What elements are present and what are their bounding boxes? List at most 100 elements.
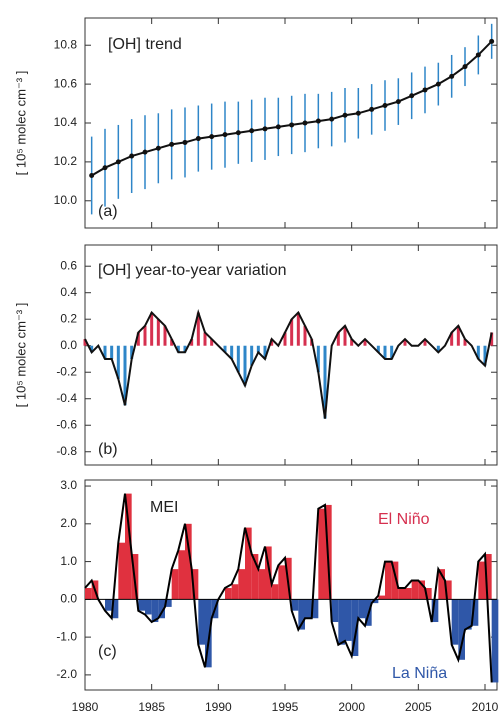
data-point <box>142 149 148 155</box>
y-tick-label: 0.0 <box>60 592 77 606</box>
y-tick-label: 3.0 <box>60 478 77 492</box>
data-point <box>262 126 268 132</box>
area-bar <box>265 546 272 600</box>
data-point <box>275 124 281 130</box>
data-point <box>409 93 415 99</box>
area-bar <box>198 599 205 645</box>
area-bar <box>298 599 305 630</box>
data-point <box>302 120 308 126</box>
area-bar <box>411 580 419 600</box>
area-bar <box>205 599 212 668</box>
area-bar <box>245 527 252 600</box>
annotation: El Niño <box>378 511 430 528</box>
area-bar <box>351 599 359 657</box>
y-tick-label: 0.6 <box>60 258 77 272</box>
area-bar <box>391 561 399 600</box>
y-tick-label: -0.6 <box>56 417 77 431</box>
area-bar <box>371 599 379 604</box>
area-bar <box>318 508 325 600</box>
panel-title: [OH] year-to-year variation <box>98 262 287 279</box>
area-bar <box>85 588 92 600</box>
area-bar <box>478 561 485 600</box>
area-bar <box>438 569 445 600</box>
data-point <box>129 153 135 159</box>
area-bar <box>125 493 132 600</box>
data-point <box>369 106 375 112</box>
y-tick-label: 0.2 <box>60 311 77 325</box>
area-bar <box>258 569 265 600</box>
area-bar <box>231 584 239 600</box>
data-point <box>289 122 295 128</box>
area-bar <box>465 599 472 630</box>
area-bar <box>151 599 159 623</box>
data-point <box>315 118 321 124</box>
area-bar <box>225 588 232 600</box>
area-bar <box>331 599 339 623</box>
data-point <box>475 52 481 58</box>
data-line <box>84 309 493 419</box>
y-tick-label: -1.0 <box>56 629 77 643</box>
panel-frame <box>84 244 498 466</box>
panel-label: (b) <box>98 441 118 458</box>
area-bar <box>425 588 432 600</box>
data-point <box>209 134 215 140</box>
x-tick-label: 1990 <box>205 700 232 714</box>
panel-title: MEI <box>150 499 178 516</box>
y-tick-label: 10.4 <box>54 115 78 129</box>
area-bar <box>451 599 459 645</box>
data-point <box>249 128 255 134</box>
area-bar <box>278 565 285 600</box>
data-point <box>155 145 161 151</box>
area-bar <box>471 599 479 626</box>
y-tick-label: 10.0 <box>54 193 78 207</box>
area-bar <box>178 550 185 600</box>
x-tick-label: 2005 <box>405 700 432 714</box>
area-bar <box>431 599 439 623</box>
area-bar <box>485 554 492 600</box>
data-point <box>449 73 455 79</box>
area-bar <box>358 599 365 619</box>
data-line <box>84 493 493 683</box>
data-point <box>182 139 188 145</box>
data-point <box>489 38 495 44</box>
data-point <box>115 159 121 165</box>
area-bar <box>405 588 412 600</box>
area-bar <box>111 599 119 619</box>
data-point <box>435 81 441 87</box>
area-bar <box>345 599 352 641</box>
data-point <box>102 165 108 171</box>
y-axis-label: [ 10⁵ molec cm⁻³ ] <box>13 71 28 176</box>
data-point <box>235 130 241 136</box>
x-tick-label: 1995 <box>272 700 299 714</box>
y-tick-label: -2.0 <box>56 667 77 681</box>
y-tick-label: 0.0 <box>60 338 77 352</box>
area-bar <box>158 599 165 619</box>
data-point <box>422 87 428 93</box>
annotation: La Niña <box>392 665 447 682</box>
panel-title: [OH] trend <box>108 36 182 53</box>
x-tick-label: 1985 <box>138 700 165 714</box>
area-bar <box>378 595 385 600</box>
data-point <box>395 99 401 105</box>
area-bar <box>105 599 112 611</box>
y-axis-label: [ 10⁵ molec cm⁻³ ] <box>13 303 28 408</box>
area-bar <box>238 569 245 600</box>
y-tick-label: 0.4 <box>60 285 77 299</box>
y-tick-label: -0.4 <box>56 391 77 405</box>
area-bar <box>165 599 172 607</box>
data-point <box>382 103 388 108</box>
data-point <box>355 110 361 116</box>
y-tick-label: 10.8 <box>54 37 78 51</box>
area-bar <box>311 599 319 619</box>
y-tick-label: -0.8 <box>56 444 77 458</box>
area-bar <box>338 599 345 645</box>
data-point <box>329 116 335 122</box>
area-bar <box>191 569 199 600</box>
area-bar <box>271 584 279 600</box>
area-bar <box>458 599 465 660</box>
y-tick-label: 10.2 <box>54 154 78 168</box>
x-tick-label: 2000 <box>338 700 365 714</box>
area-bar <box>118 542 125 600</box>
data-point <box>169 141 175 147</box>
